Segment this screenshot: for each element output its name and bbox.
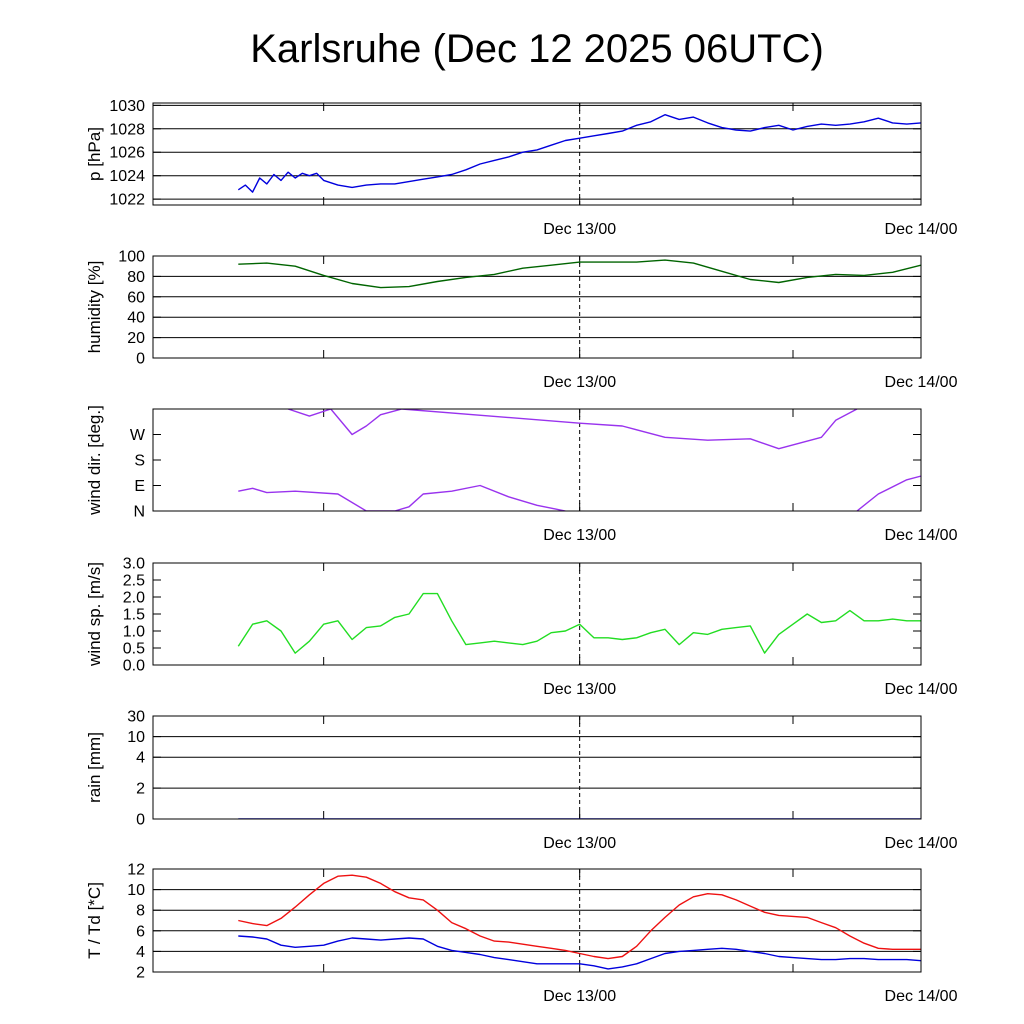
- wind_speed-ytick-label: 0.5: [123, 641, 145, 658]
- rain-ytick-label: 30: [127, 709, 145, 726]
- wind_direction-xtick-label: Dec 14/00: [885, 527, 958, 544]
- humidity-ytick-label: 40: [127, 310, 145, 327]
- rain-ytick-label: 0: [136, 812, 145, 829]
- wind_direction-frame: [152, 408, 922, 512]
- temperature-ytick-label: 6: [136, 923, 145, 940]
- pressure-ytick-label: 1028: [109, 121, 145, 138]
- rain-ytick-label: 4: [136, 750, 145, 767]
- humidity-ytick-label: 20: [127, 330, 145, 347]
- temperature-ytick-label: 10: [127, 882, 145, 899]
- rain-xtick-label: Dec 13/00: [543, 835, 616, 852]
- wind_speed-series-line: [237, 592, 921, 654]
- rain-panel: 0 2 4 10 30 Dec 13/00 Dec 14/00 rain [mm]: [85, 709, 958, 853]
- rain-xtick-label: Dec 14/00: [885, 835, 958, 852]
- wind_direction-ytick-label: N: [133, 504, 145, 521]
- wind_direction-ytick-label: S: [134, 453, 145, 470]
- humidity-panel: 0 20 40 60 80 100 Dec 13/00 Dec 14/00 humidity […: [85, 249, 958, 392]
- wind_direction-xtick-label: Dec 13/00: [543, 527, 616, 544]
- humidity-series-line: [238, 259, 921, 289]
- temperature-xtick-label: Dec 13/00: [543, 988, 616, 1005]
- wind_speed-xtick-label: Dec 14/00: [885, 681, 958, 698]
- rain-frame: [152, 715, 922, 820]
- temperature-ytick-label: 4: [136, 944, 145, 961]
- wind_speed-ytick-label: 2.0: [123, 590, 145, 607]
- humidity-ytick-label: 100: [118, 249, 145, 266]
- humidity-ytick-label: 80: [127, 269, 145, 286]
- temperature-series-line: [238, 935, 921, 970]
- temperature-frame: [152, 868, 922, 973]
- temperature-ylabel: T / Td [*C]: [85, 882, 104, 959]
- wind_speed-frame: [152, 562, 922, 666]
- pressure-ytick-label: 1026: [109, 145, 145, 162]
- pressure-xtick-label: Dec 14/00: [885, 221, 958, 238]
- pressure-frame: [152, 102, 922, 206]
- pressure-series-line: [237, 113, 921, 193]
- temperature-ytick-label: 2: [136, 965, 145, 982]
- humidity-ytick-label: 60: [127, 289, 145, 306]
- wind_speed-ylabel: wind sp. [m/s]: [85, 562, 104, 667]
- rain-ytick-label: 2: [136, 781, 145, 798]
- wind_speed-ytick-label: 1.0: [123, 624, 145, 641]
- humidity-xtick-label: Dec 13/00: [543, 374, 616, 391]
- temperature-panel: 2 4 6 8 10 12 Dec 13/00 Dec 14/00 T / Td [*C]: [85, 862, 958, 1006]
- wind_direction-series-line: [238, 484, 566, 511]
- temperature-ytick-label: 12: [127, 862, 145, 879]
- rain-ytick-label: 10: [127, 729, 145, 746]
- humidity-frame: [152, 255, 922, 359]
- rain-ylabel: rain [mm]: [85, 732, 104, 803]
- pressure-ytick-label: 1024: [109, 168, 145, 185]
- wind_speed-xtick-label: Dec 13/00: [543, 681, 616, 698]
- chart-title: Karlsruhe (Dec 12 2025 06UTC): [250, 27, 824, 71]
- humidity-xtick-label: Dec 14/00: [885, 374, 958, 391]
- wind_direction-ytick-label: W: [130, 427, 146, 444]
- wind_speed-panel: 0.00.51.01.52.02.53.0 Dec 13/00 Dec 14/00 w…: [85, 556, 958, 699]
- pressure-ylabel: p [hPa]: [85, 127, 104, 181]
- temperature-series-line: [238, 874, 921, 960]
- pressure-ytick-label: 1022: [109, 192, 145, 209]
- wind_direction-ylabel: wind dir. [deg.]: [85, 405, 104, 516]
- temperature-ytick-label: 8: [136, 903, 145, 920]
- wind_speed-ytick-label: 0.0: [123, 658, 145, 675]
- humidity-ytick-label: 0: [136, 351, 145, 368]
- temperature-xtick-label: Dec 14/00: [885, 988, 958, 1005]
- wind_direction-series-line: [287, 409, 858, 450]
- wind_speed-ytick-label: 2.5: [123, 573, 145, 590]
- humidity-ylabel: humidity [%]: [85, 261, 104, 354]
- wind_direction-ytick-label: E: [134, 478, 145, 495]
- wind_direction-series-line: [856, 475, 921, 511]
- pressure-xtick-label: Dec 13/00: [543, 221, 616, 238]
- pressure-panel: 1022 1024 1026 1028 1030 Dec 13/00 Dec 14/00 p …: [85, 98, 958, 238]
- wind_speed-ytick-label: 3.0: [123, 556, 145, 573]
- wind_speed-ytick-label: 1.5: [123, 607, 145, 624]
- pressure-ytick-label: 1030: [109, 98, 145, 115]
